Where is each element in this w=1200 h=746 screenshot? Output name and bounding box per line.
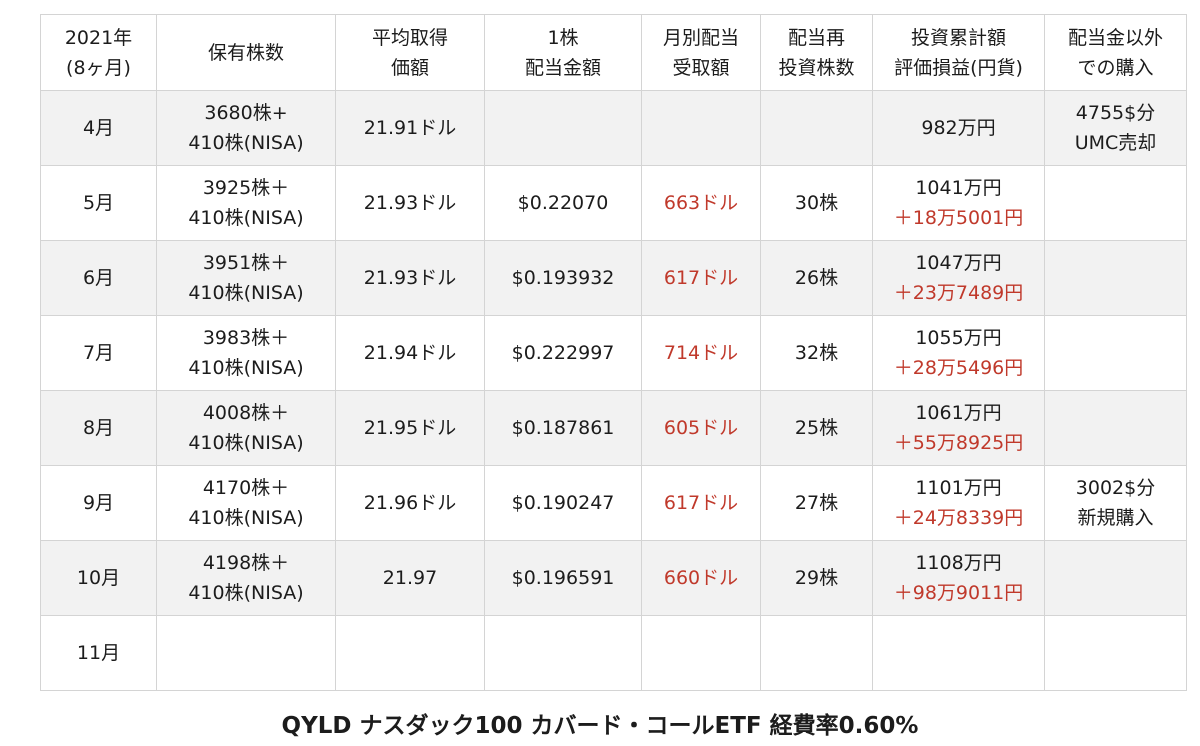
cell-monthly-dividend: 663ドル: [641, 165, 761, 241]
header-cumulative-pl: 投資累計額 評価損益(円貨): [872, 14, 1045, 91]
cell-shares: 4198株＋ 410株(NISA): [156, 540, 336, 616]
table-caption: QYLD ナスダック100 カバード・コールETF 経費率0.60%: [281, 713, 919, 739]
table-row: 6月 3951株＋ 410株(NISA) 21.93ドル $0.193932 617ドル 2…: [40, 240, 1187, 316]
cell-monthly-dividend: 617ドル: [641, 240, 761, 316]
cell-avg-cost: 21.93ドル: [335, 240, 485, 316]
cell-shares: 4008株＋ 410株(NISA): [156, 390, 336, 466]
cell-month: 8月: [40, 390, 157, 466]
cell-month: 7月: [40, 315, 157, 391]
cell-avg-cost: 21.91ドル: [335, 90, 485, 166]
cell-dividend-per-share: $0.22070: [484, 165, 642, 241]
cell-other-purchase: [1044, 390, 1187, 466]
cell-shares: 4170株＋ 410株(NISA): [156, 465, 336, 541]
cell-cumulative-pl: [872, 615, 1045, 691]
cell-reinvest-shares: 30株: [760, 165, 873, 241]
cell-other-purchase: [1044, 315, 1187, 391]
cell-cumulative-pl: 1061万円 ＋55万8925円: [872, 390, 1045, 466]
cell-other-purchase: [1044, 540, 1187, 616]
table-row: 4月 3680株+ 410株(NISA) 21.91ドル 982万円 4755$分 UMC売…: [40, 90, 1187, 166]
cell-shares: 3680株+ 410株(NISA): [156, 90, 336, 166]
cell-month: 4月: [40, 90, 157, 166]
cell-avg-cost: 21.95ドル: [335, 390, 485, 466]
cell-month: 11月: [40, 615, 157, 691]
table-body: 4月 3680株+ 410株(NISA) 21.91ドル 982万円 4755$分 UMC売…: [40, 90, 1187, 691]
cell-other-purchase: [1044, 165, 1187, 241]
cell-month: 5月: [40, 165, 157, 241]
cell-monthly-dividend: 617ドル: [641, 465, 761, 541]
table-row: 7月 3983株＋ 410株(NISA) 21.94ドル $0.222997 714ドル 3…: [40, 315, 1187, 391]
table-header: 2021年 (8ヶ月) 保有株数 平均取得 価額 1株 配当金額 月別配当 受取額 配当…: [40, 14, 1187, 91]
cell-reinvest-shares: 27株: [760, 465, 873, 541]
cell-monthly-dividend: 660ドル: [641, 540, 761, 616]
cell-avg-cost: 21.93ドル: [335, 165, 485, 241]
cell-cumulative-pl: 1047万円 ＋23万7489円: [872, 240, 1045, 316]
cell-cumulative-pl: 1041万円 ＋18万5001円: [872, 165, 1045, 241]
cell-dividend-per-share: $0.187861: [484, 390, 642, 466]
cell-month: 10月: [40, 540, 157, 616]
cell-shares: 3951株＋ 410株(NISA): [156, 240, 336, 316]
cell-dividend-per-share: $0.196591: [484, 540, 642, 616]
cell-reinvest-shares: 32株: [760, 315, 873, 391]
cell-monthly-dividend: [641, 615, 761, 691]
cell-shares: 3925株＋ 410株(NISA): [156, 165, 336, 241]
cell-shares: 3983株＋ 410株(NISA): [156, 315, 336, 391]
header-period: 2021年 (8ヶ月): [40, 14, 157, 91]
cell-monthly-dividend: 714ドル: [641, 315, 761, 391]
cell-cumulative-pl: 1108万円 ＋98万9011円: [872, 540, 1045, 616]
cell-month: 9月: [40, 465, 157, 541]
header-row: 2021年 (8ヶ月) 保有株数 平均取得 価額 1株 配当金額 月別配当 受取額 配当…: [40, 14, 1187, 91]
cell-avg-cost: [335, 615, 485, 691]
header-shares: 保有株数: [156, 14, 336, 91]
cell-dividend-per-share: $0.190247: [484, 465, 642, 541]
header-monthly-dividend: 月別配当 受取額: [641, 14, 761, 91]
cell-dividend-per-share: [484, 615, 642, 691]
header-dividend-per-share: 1株 配当金額: [484, 14, 642, 91]
cell-cumulative-pl: 1101万円 ＋24万8339円: [872, 465, 1045, 541]
dividend-table: 2021年 (8ヶ月) 保有株数 平均取得 価額 1株 配当金額 月別配当 受取額 配当…: [40, 14, 1187, 691]
cell-dividend-per-share: $0.222997: [484, 315, 642, 391]
cell-other-purchase: 4755$分 UMC売却: [1044, 90, 1187, 166]
cell-reinvest-shares: 29株: [760, 540, 873, 616]
cell-other-purchase: [1044, 615, 1187, 691]
table-row: 10月 4198株＋ 410株(NISA) 21.97 $0.196591 660ドル 29…: [40, 540, 1187, 616]
cell-shares: [156, 615, 336, 691]
cell-other-purchase: [1044, 240, 1187, 316]
cell-reinvest-shares: 26株: [760, 240, 873, 316]
cell-cumulative-pl: 982万円: [872, 90, 1045, 166]
cell-avg-cost: 21.96ドル: [335, 465, 485, 541]
cell-dividend-per-share: [484, 90, 642, 166]
cell-month: 6月: [40, 240, 157, 316]
cell-other-purchase: 3002$分 新規購入: [1044, 465, 1187, 541]
cell-avg-cost: 21.94ドル: [335, 315, 485, 391]
cell-monthly-dividend: [641, 90, 761, 166]
cell-reinvest-shares: 25株: [760, 390, 873, 466]
cell-monthly-dividend: 605ドル: [641, 390, 761, 466]
cell-reinvest-shares: [760, 90, 873, 166]
header-other-purchase: 配当金以外 での購入: [1044, 14, 1187, 91]
cell-dividend-per-share: $0.193932: [484, 240, 642, 316]
table-row: 8月 4008株＋ 410株(NISA) 21.95ドル $0.187861 605ドル 2…: [40, 390, 1187, 466]
cell-avg-cost: 21.97: [335, 540, 485, 616]
header-avg-cost: 平均取得 価額: [335, 14, 485, 91]
table-row: 5月 3925株＋ 410株(NISA) 21.93ドル $0.22070 663ドル 30…: [40, 165, 1187, 241]
table-row: 11月: [40, 615, 1187, 691]
header-reinvest-shares: 配当再 投資株数: [760, 14, 873, 91]
cell-reinvest-shares: [760, 615, 873, 691]
table-row: 9月 4170株＋ 410株(NISA) 21.96ドル $0.190247 617ドル 2…: [40, 465, 1187, 541]
cell-cumulative-pl: 1055万円 ＋28万5496円: [872, 315, 1045, 391]
